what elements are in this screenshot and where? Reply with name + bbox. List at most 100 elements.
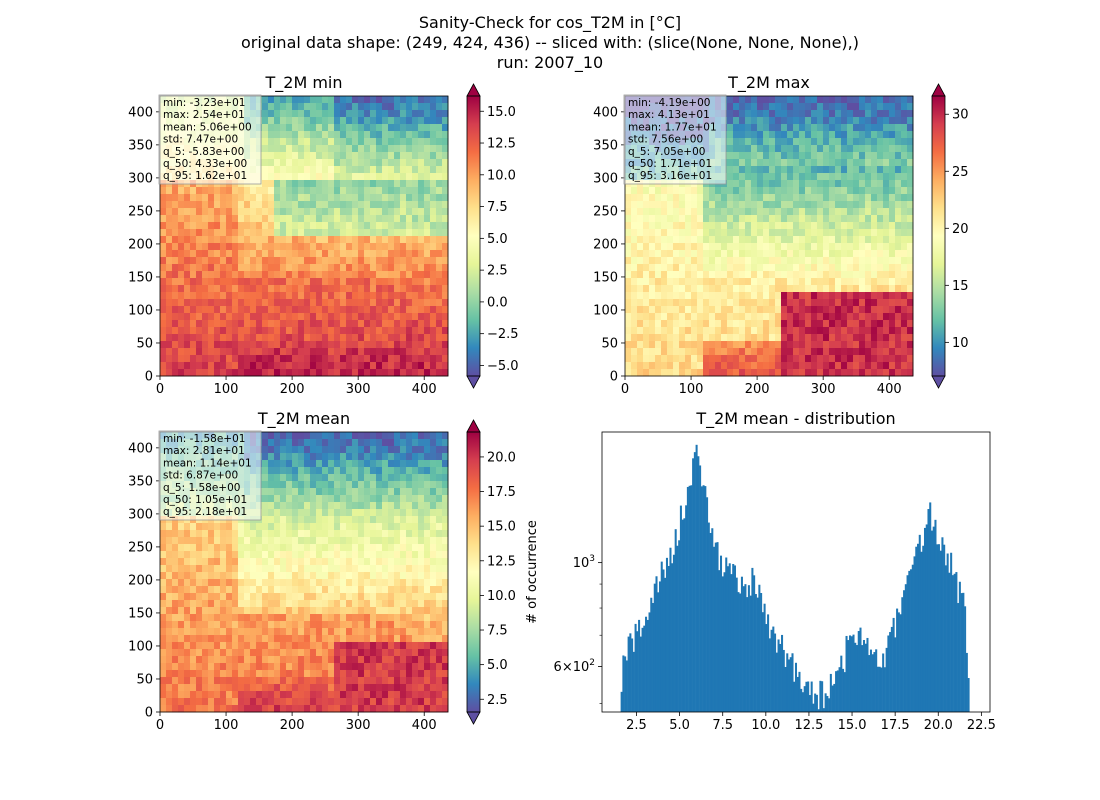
- histogram-bar: [882, 653, 885, 712]
- histogram-bar: [716, 542, 719, 712]
- colorbar-tick-label: 12.5: [487, 554, 516, 569]
- histogram-bar: [903, 590, 906, 712]
- histogram-bar: [723, 572, 726, 712]
- x-tick-label: 15.0: [838, 718, 867, 733]
- histogram-bar: [793, 681, 796, 712]
- histogram-bar: [930, 530, 933, 712]
- colorbar-extend-bottom: [466, 711, 481, 725]
- histogram-bar: [885, 647, 888, 712]
- colorbar-tick-label: 10.0: [487, 168, 516, 183]
- y-tick-label: 200: [128, 237, 153, 252]
- colorbar-tick-label: 25: [952, 165, 969, 180]
- stats-line: mean: 1.77e+01: [628, 121, 717, 133]
- histogram-bar: [894, 637, 897, 712]
- y-tick-label: 200: [128, 573, 153, 588]
- histogram-bar: [875, 649, 878, 712]
- histogram-bar: [897, 612, 900, 712]
- histogram-bar: [810, 681, 813, 712]
- histogram-bar: [707, 522, 710, 712]
- histogram-bar: [932, 526, 935, 712]
- histogram-bar: [732, 563, 735, 712]
- histogram-bar: [791, 653, 794, 712]
- histogram-bar: [896, 608, 899, 712]
- figure-title-line-3: run: 2007_10: [496, 53, 604, 72]
- y-tick-label: 350: [593, 138, 618, 153]
- colorbar-tick-label: 2.5: [487, 264, 508, 279]
- histogram-bar: [638, 619, 641, 712]
- colorbar-tick-label: 17.5: [487, 485, 516, 500]
- stats-line: min: -4.19e+00: [628, 97, 710, 109]
- histogram-bar: [726, 566, 730, 712]
- colorbar-tick-label: 5.0: [487, 658, 508, 673]
- colorbar: −5.0 −2.5 0.0 2.5 5.0 7.5 10.0 12.5 15.0: [466, 83, 519, 389]
- histogram-bar: [941, 537, 944, 712]
- y-tick-label: 100: [593, 303, 618, 318]
- histogram-bar: [681, 519, 684, 712]
- histogram-bar: [965, 652, 968, 712]
- stats-line: mean: 5.06e+00: [163, 121, 252, 133]
- y-tick-label: 250: [128, 540, 153, 555]
- x-tick-label: 20.0: [924, 718, 953, 733]
- histogram-bar: [964, 606, 967, 712]
- y-tick-label: 350: [128, 474, 153, 489]
- histogram-bar: [920, 551, 923, 712]
- histogram-bar: [645, 616, 648, 712]
- colorbar-tick-label: 30: [952, 108, 969, 123]
- histogram-bar: [631, 638, 634, 712]
- x-tick-label: 22.5: [967, 718, 996, 733]
- histogram-bar: [890, 626, 893, 712]
- histogram-bar: [678, 540, 681, 712]
- histogram-bar: [923, 527, 927, 712]
- histogram-bar: [758, 584, 761, 712]
- histogram-bar: [887, 635, 890, 712]
- histogram-bar: [756, 597, 759, 712]
- x-tick-label: 200: [280, 718, 305, 733]
- histogram-bar: [807, 681, 810, 712]
- y-tick-label: 300: [128, 171, 153, 186]
- histogram-bar: [761, 612, 764, 712]
- histogram-bar: [918, 534, 921, 712]
- histogram-bar: [742, 586, 745, 712]
- panel-title: T_2M mean: [257, 409, 350, 429]
- histogram-bar: [683, 518, 686, 712]
- histogram-bar: [958, 581, 961, 712]
- stats-line: q_95: 3.16e+01: [628, 170, 712, 182]
- histogram-bar: [652, 602, 655, 712]
- histogram-bar: [911, 564, 914, 712]
- histogram-bar: [840, 655, 843, 712]
- histogram-bar: [939, 550, 942, 712]
- x-tick-label: 100: [214, 718, 239, 733]
- colorbar-extend-top: [466, 83, 481, 97]
- histogram-panel: T_2M mean - distribution 2.5 5.0 7.5 10.0 12.…: [525, 409, 996, 733]
- histogram-bar: [864, 643, 867, 712]
- y-tick-label: 100: [128, 639, 153, 654]
- histogram-bar: [676, 545, 679, 712]
- stats-line: q_5: 1.58e+00: [163, 482, 240, 494]
- y-tick-label: 350: [128, 138, 153, 153]
- x-tick-label: 12.5: [794, 718, 823, 733]
- histogram-bar: [669, 547, 672, 712]
- y-axis-label: # of occurrence: [525, 520, 540, 624]
- x-tick-label: 300: [811, 382, 836, 397]
- histogram-bar: [892, 617, 895, 712]
- histogram-bar: [854, 642, 857, 712]
- histogram-bar: [866, 637, 869, 712]
- histogram-bar: [744, 584, 747, 712]
- colorbar-tick-label: 15.0: [487, 520, 516, 535]
- histogram-bar: [693, 452, 696, 712]
- histogram-bar: [899, 614, 902, 712]
- histogram-bar: [768, 638, 771, 712]
- colorbar-tick-label: 15: [952, 279, 969, 294]
- y-tick-label: 250: [128, 204, 153, 219]
- stats-line: q_50: 1.05e+01: [163, 494, 247, 506]
- colorbar-tick-label: 15.0: [487, 105, 516, 120]
- histogram-bar: [667, 565, 670, 712]
- histogram-bar: [906, 575, 909, 712]
- histogram-bar: [753, 575, 756, 712]
- stats-line: max: 2.54e+01: [163, 109, 245, 121]
- histogram-bar: [779, 643, 782, 712]
- histogram-bar: [665, 557, 668, 712]
- histogram-bar: [828, 698, 831, 712]
